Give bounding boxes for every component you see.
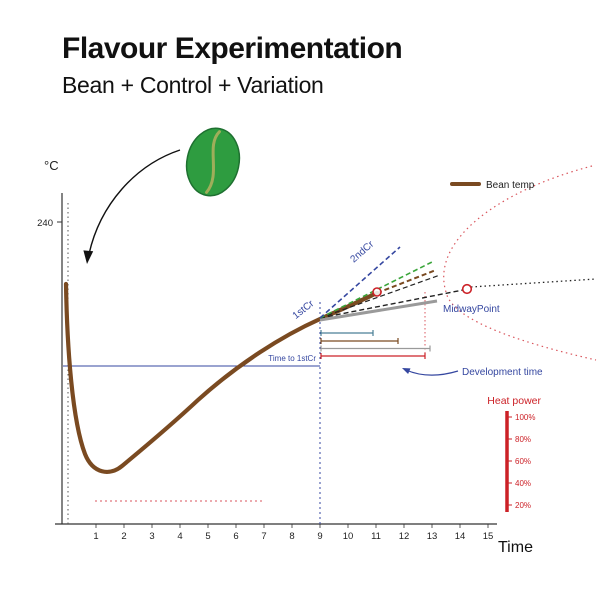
y-tick-240-label: 240	[37, 218, 53, 229]
development-bar-gray	[320, 345, 431, 352]
heat-tick-80: 80%	[515, 435, 531, 444]
x-tick-15: 15	[483, 531, 494, 542]
x-tick-5: 5	[205, 531, 210, 542]
midway-point-marker	[461, 283, 473, 295]
development-bar-red	[320, 353, 426, 359]
development-bar-teal	[320, 330, 374, 336]
x-tick-8: 8	[289, 531, 294, 542]
page-subtitle: Bean + Control + Variation	[62, 72, 324, 98]
x-tick-6: 6	[233, 531, 238, 542]
x-tick-11: 11	[371, 531, 381, 542]
coffee-bean-icon	[185, 127, 241, 197]
development-time-arrowhead	[402, 368, 411, 374]
first-crack-label: 1stCr	[291, 298, 317, 322]
development-bars	[320, 330, 431, 359]
x-tick-14: 14	[455, 531, 466, 542]
x-tick-labels: 1 2 3 4 5 6 7 8 9 10 11 12 13 14 15	[93, 531, 493, 542]
bean-pointer-arrow	[88, 149, 181, 255]
second-crack-label: 2ndCr	[348, 239, 376, 266]
development-time-annotation: Development time	[402, 367, 543, 378]
x-tick-3: 3	[149, 531, 154, 542]
heat-tick-100: 100%	[515, 413, 535, 422]
development-bar-brown	[320, 338, 399, 344]
heat-tick-40: 40%	[515, 479, 531, 488]
x-tick-7: 7	[261, 531, 266, 542]
x-tick-4: 4	[177, 531, 182, 542]
heat-power-tick-labels: 100% 80% 60% 40% 20%	[515, 413, 535, 510]
axes: 240 °C Time 1 2 3 4 5 6	[37, 158, 533, 556]
midway-projection-dotted	[470, 278, 597, 288]
x-axis-label: Time	[498, 539, 533, 556]
y-axis-unit: °C	[44, 158, 59, 173]
heat-power-axis: Heat power 100% 80% 60% 40% 20%	[487, 395, 541, 512]
bean-pointer-arrowhead	[83, 250, 94, 264]
legend: Bean temp	[450, 180, 535, 191]
heat-tick-60: 60%	[515, 457, 531, 466]
page-title: Flavour Experimentation	[62, 32, 403, 65]
upper-black-projection-dashed	[319, 274, 441, 319]
bean-temp-projection-dashed	[376, 269, 437, 294]
x-tick-9: 9	[317, 531, 322, 542]
projection-fan	[319, 246, 597, 322]
second-crack-projection-blue	[319, 246, 401, 319]
midway-projection-dashed	[319, 289, 464, 319]
x-tick-12: 12	[399, 531, 410, 542]
heat-power-tick-marks	[507, 416, 512, 506]
x-tick-marks	[95, 524, 489, 528]
projection-arc-red-dotted	[443, 165, 597, 361]
current-point-marker	[372, 287, 382, 297]
control-line	[319, 299, 438, 322]
x-tick-1: 1	[93, 531, 98, 542]
x-tick-2: 2	[121, 531, 126, 542]
coffee-bean-crease	[205, 130, 221, 194]
heat-power-label: Heat power	[487, 395, 541, 407]
time-to-first-crack-label: Time to 1stCr	[268, 354, 316, 363]
bean-pointer	[83, 149, 181, 264]
midway-point-label: MidwayPoint	[443, 304, 500, 315]
x-tick-10: 10	[343, 531, 354, 542]
x-tick-13: 13	[427, 531, 438, 542]
development-time-arrow	[405, 369, 459, 376]
variation-projection-green	[319, 261, 433, 319]
legend-bean-temp-label: Bean temp	[486, 180, 535, 191]
heat-tick-20: 20%	[515, 501, 531, 510]
development-time-label: Development time	[462, 367, 543, 378]
